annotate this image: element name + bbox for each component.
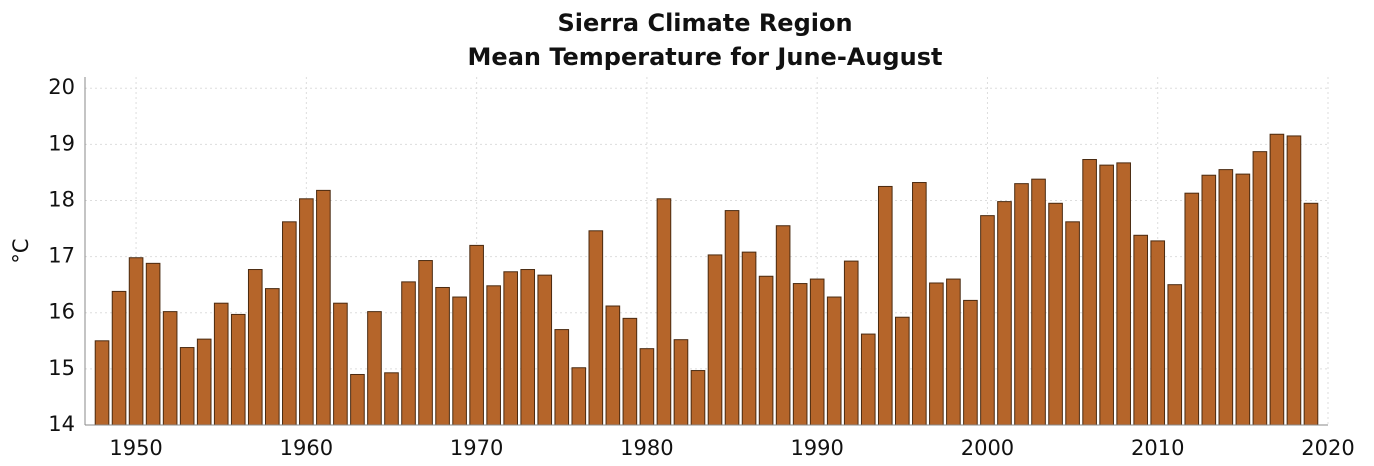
bar xyxy=(895,316,910,426)
y-tick-label: 19 xyxy=(48,131,75,155)
bar xyxy=(128,257,144,426)
bar xyxy=(1303,202,1319,426)
bar xyxy=(247,269,263,426)
bar xyxy=(1082,159,1097,426)
x-tick-label: 1990 xyxy=(790,436,843,460)
x-tick-label: 2000 xyxy=(961,436,1014,460)
bar xyxy=(1065,221,1080,426)
bar xyxy=(264,288,280,426)
bar xyxy=(350,373,365,426)
bar xyxy=(1099,164,1114,426)
bar xyxy=(196,338,212,426)
bar xyxy=(809,278,825,426)
y-axis-label: °C xyxy=(9,238,33,263)
bar xyxy=(367,311,382,426)
bar xyxy=(469,244,484,426)
bar xyxy=(605,305,621,426)
bar xyxy=(860,333,876,426)
y-tick-label: 16 xyxy=(48,300,75,324)
bar xyxy=(282,221,297,426)
bar xyxy=(1218,169,1234,426)
bar xyxy=(1014,183,1029,426)
bar xyxy=(418,260,433,426)
bar xyxy=(537,274,553,426)
bar xyxy=(520,269,536,426)
bar xyxy=(452,296,467,426)
bar xyxy=(963,299,978,426)
bar xyxy=(673,339,689,426)
bar xyxy=(179,347,195,426)
bar xyxy=(435,286,450,426)
chart-title: Sierra Climate Region xyxy=(557,9,852,37)
x-tick-label: 2020 xyxy=(1301,436,1354,460)
bar xyxy=(1269,133,1285,426)
bar xyxy=(162,311,178,426)
y-tick-label: 14 xyxy=(48,412,75,436)
bar xyxy=(724,210,740,426)
bar xyxy=(1235,173,1251,426)
y-tick-label: 15 xyxy=(48,356,75,380)
bar xyxy=(1048,202,1063,426)
x-tick-label: 1960 xyxy=(280,436,333,460)
bar xyxy=(486,285,501,426)
bar xyxy=(639,348,655,426)
bar xyxy=(775,225,791,426)
bar xyxy=(230,313,246,426)
y-tick-label: 18 xyxy=(48,187,75,211)
bar xyxy=(94,340,110,426)
bar xyxy=(571,367,587,426)
x-tick-label: 2010 xyxy=(1131,436,1184,460)
bar xyxy=(758,275,774,426)
bar xyxy=(622,317,638,426)
bar xyxy=(1167,284,1183,426)
x-tick-label: 1950 xyxy=(109,436,162,460)
bar xyxy=(741,251,757,426)
bar xyxy=(826,296,842,426)
bar xyxy=(299,198,314,426)
bar xyxy=(690,370,706,426)
bar xyxy=(1201,174,1217,426)
bar xyxy=(213,302,229,426)
bar xyxy=(843,260,859,426)
bar xyxy=(1116,162,1131,426)
bar xyxy=(384,372,399,426)
x-tick-label: 1970 xyxy=(450,436,503,460)
bar xyxy=(1252,151,1268,426)
bar xyxy=(401,281,416,426)
bar xyxy=(792,283,808,426)
bar xyxy=(1133,234,1149,426)
bar xyxy=(877,185,893,426)
bar xyxy=(1150,240,1166,426)
bar xyxy=(707,254,723,426)
chart-title: Mean Temperature for June-August xyxy=(468,43,943,71)
bar xyxy=(111,290,127,426)
bar xyxy=(656,198,672,426)
bar xyxy=(1286,135,1302,426)
bar xyxy=(1184,192,1200,426)
bar xyxy=(929,282,944,426)
bar xyxy=(588,230,604,426)
bar xyxy=(503,271,518,426)
y-tick-label: 20 xyxy=(48,75,75,99)
bar xyxy=(980,215,995,426)
bar xyxy=(912,182,927,426)
bar xyxy=(145,262,161,426)
bar xyxy=(554,329,570,426)
y-tick-label: 17 xyxy=(48,244,75,268)
bar xyxy=(1031,178,1046,426)
bar xyxy=(333,302,348,426)
bar xyxy=(997,201,1012,426)
x-tick-label: 1980 xyxy=(620,436,673,460)
bar xyxy=(946,278,961,426)
bar xyxy=(316,189,331,426)
